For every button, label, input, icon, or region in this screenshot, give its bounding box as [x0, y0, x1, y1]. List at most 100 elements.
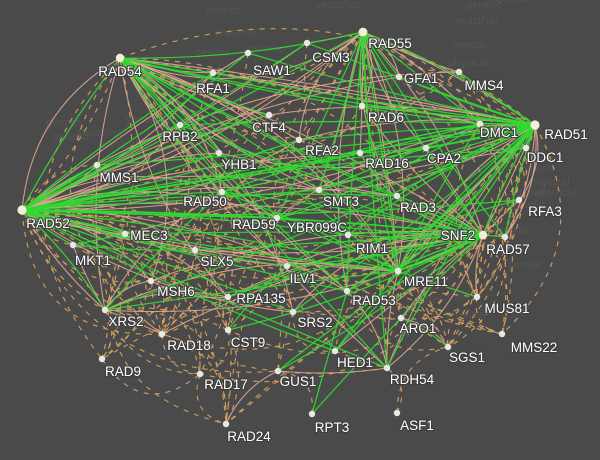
gene-node-mkt1[interactable]	[69, 241, 77, 249]
gene-node-asf1[interactable]	[393, 409, 401, 417]
gene-node-rad53[interactable]	[343, 287, 351, 295]
edge	[179, 120, 536, 126]
gene-node-xrs2[interactable]	[101, 306, 109, 314]
edge	[119, 57, 536, 126]
edge	[104, 307, 229, 331]
gene-node-saw1[interactable]	[244, 49, 252, 57]
edge	[225, 234, 484, 425]
gene-label-rad24: RAD24	[227, 429, 271, 444]
gene-node-rad57[interactable]	[501, 233, 509, 241]
edge	[447, 296, 478, 348]
gene-node-mec3[interactable]	[121, 230, 129, 238]
edge	[292, 311, 336, 352]
gene-node-slx5[interactable]	[191, 246, 199, 254]
edge	[21, 209, 279, 373]
gene-node-ctf4[interactable]	[265, 111, 273, 119]
edge	[397, 234, 484, 272]
edge	[482, 234, 508, 335]
edge	[21, 164, 98, 211]
edge	[362, 31, 506, 238]
gene-node-gfa1[interactable]	[395, 73, 403, 81]
gene-node-sgs1[interactable]	[444, 343, 452, 351]
edge	[458, 71, 518, 298]
watermark-text: physical	[448, 57, 488, 69]
gene-node-ddc1[interactable]	[522, 144, 530, 152]
edge	[475, 199, 520, 298]
edge	[119, 57, 398, 197]
gene-node-rad9[interactable]	[98, 355, 106, 363]
gene-node-mus81[interactable]	[473, 293, 481, 301]
edge	[199, 31, 364, 375]
gene-node-rad3[interactable]	[393, 192, 401, 200]
gene-node-rfa3[interactable]	[515, 196, 523, 204]
gene-node-srs2[interactable]	[289, 308, 297, 316]
gene-label-rpt3: RPT3	[315, 420, 350, 435]
edge	[21, 209, 227, 425]
edge	[104, 309, 163, 335]
edge	[101, 234, 484, 360]
edge	[482, 199, 520, 236]
gene-node-rpa135[interactable]	[224, 293, 232, 301]
gene-node-smt3[interactable]	[315, 186, 323, 194]
gene-node-rad16[interactable]	[356, 149, 364, 157]
edge	[161, 270, 399, 350]
edge	[21, 209, 152, 283]
edge	[21, 209, 336, 352]
gene-node-ilv1[interactable]	[283, 262, 291, 270]
watermark-text: genetic	[46, 117, 82, 129]
gene-node-yhb1[interactable]	[215, 149, 223, 157]
gene-node-rad6[interactable]	[358, 102, 366, 110]
gene-node-msh6[interactable]	[147, 277, 155, 285]
edge	[396, 346, 449, 414]
gene-node-rfa1[interactable]	[209, 69, 217, 77]
edge	[21, 52, 249, 211]
edge	[447, 234, 484, 348]
edge	[362, 31, 399, 272]
edge	[318, 31, 364, 191]
gene-label-asf1: ASF1	[400, 418, 434, 433]
gene-node-rad59[interactable]	[273, 214, 281, 222]
edge	[277, 367, 388, 374]
edge	[150, 230, 484, 282]
gene-node-rad24[interactable]	[222, 420, 230, 428]
gene-node-rad52[interactable]	[17, 205, 27, 215]
watermark-text: physical	[530, 177, 570, 189]
edge	[119, 57, 481, 125]
gene-label-rad17: RAD17	[204, 377, 248, 392]
gene-node-mms4[interactable]	[455, 68, 463, 76]
edge	[212, 72, 536, 126]
gene-node-mre11[interactable]	[394, 267, 402, 275]
node-layer[interactable]	[17, 27, 540, 428]
gene-node-rdh54[interactable]	[383, 364, 391, 372]
gene-node-csm3[interactable]	[303, 39, 311, 47]
gene-node-gus1[interactable]	[274, 367, 282, 375]
gene-node-rad55[interactable]	[358, 27, 368, 37]
gene-node-rad50[interactable]	[218, 188, 226, 196]
edge	[21, 209, 106, 311]
edge	[21, 209, 388, 374]
gene-node-rad17[interactable]	[196, 370, 204, 378]
gene-node-aro1[interactable]	[397, 314, 405, 322]
gene-node-mms1[interactable]	[93, 161, 101, 169]
gene-node-dmc1[interactable]	[476, 120, 484, 128]
gene-node-rad54[interactable]	[115, 53, 125, 63]
edge	[361, 105, 536, 126]
gene-node-rad51[interactable]	[530, 120, 540, 130]
gene-node-snf2[interactable]	[478, 230, 488, 240]
gene-node-rfa2[interactable]	[295, 136, 303, 144]
edge	[119, 57, 214, 74]
gene-node-cpa2[interactable]	[422, 144, 430, 152]
gene-node-cst9[interactable]	[224, 326, 232, 334]
gene-node-rpb2[interactable]	[176, 121, 184, 129]
gene-node-rad18[interactable]	[158, 330, 166, 338]
gene-node-rpt3[interactable]	[308, 410, 316, 418]
gene-node-ybr099c[interactable]	[344, 231, 352, 239]
edge	[346, 290, 388, 369]
edge	[161, 105, 363, 335]
edge	[386, 234, 484, 369]
edge	[276, 31, 364, 219]
gene-node-mms22[interactable]	[498, 330, 506, 338]
edge	[124, 233, 201, 375]
gene-node-hed1[interactable]	[331, 347, 339, 355]
